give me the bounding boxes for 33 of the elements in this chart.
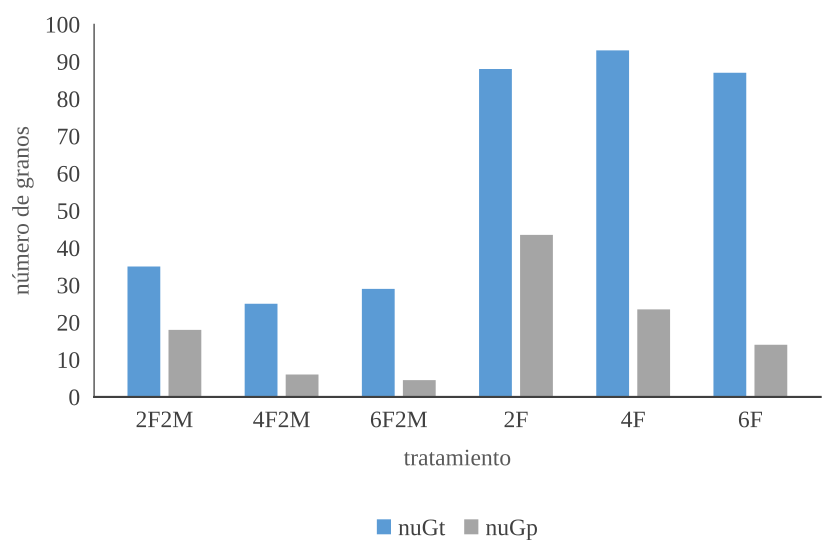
x-tick-label: 4F — [621, 412, 645, 428]
x-tick-label: 2F2M — [136, 412, 193, 428]
bar — [244, 304, 278, 397]
x-tick-label: 6F — [738, 412, 762, 428]
bar — [286, 374, 319, 397]
x-tick-label: 6F2M — [370, 412, 427, 428]
bar — [402, 380, 436, 397]
bar — [362, 288, 395, 397]
y-tick-label: 70 — [58, 128, 80, 145]
y-axis-title: número de granos — [12, 126, 34, 295]
bar — [479, 69, 512, 397]
bar — [596, 50, 630, 397]
y-tick-label: 30 — [58, 278, 80, 294]
y-tick-label: 60 — [58, 166, 80, 182]
x-tick-label: 2F — [504, 412, 528, 428]
y-tick-label: 80 — [57, 91, 80, 108]
bar — [637, 309, 670, 397]
bar — [520, 234, 553, 397]
x-axis-title: tratamiento — [404, 450, 510, 466]
bar — [127, 266, 160, 397]
x-tick-label: 4F2M — [253, 412, 310, 428]
legend-label: nuGp — [486, 520, 537, 540]
y-tick-label: 100 — [46, 16, 80, 33]
y-tick-label: 40 — [57, 240, 80, 256]
y-tick-label: 0 — [69, 389, 80, 406]
bar — [713, 72, 746, 397]
bar — [754, 344, 788, 397]
y-tick-label: 50 — [58, 203, 80, 220]
y-tick-label: 90 — [57, 54, 80, 70]
legend-label: nuGt — [398, 520, 446, 536]
y-tick-label: 10 — [58, 352, 80, 368]
bar — [168, 330, 202, 397]
y-tick-label: 20 — [58, 314, 80, 331]
